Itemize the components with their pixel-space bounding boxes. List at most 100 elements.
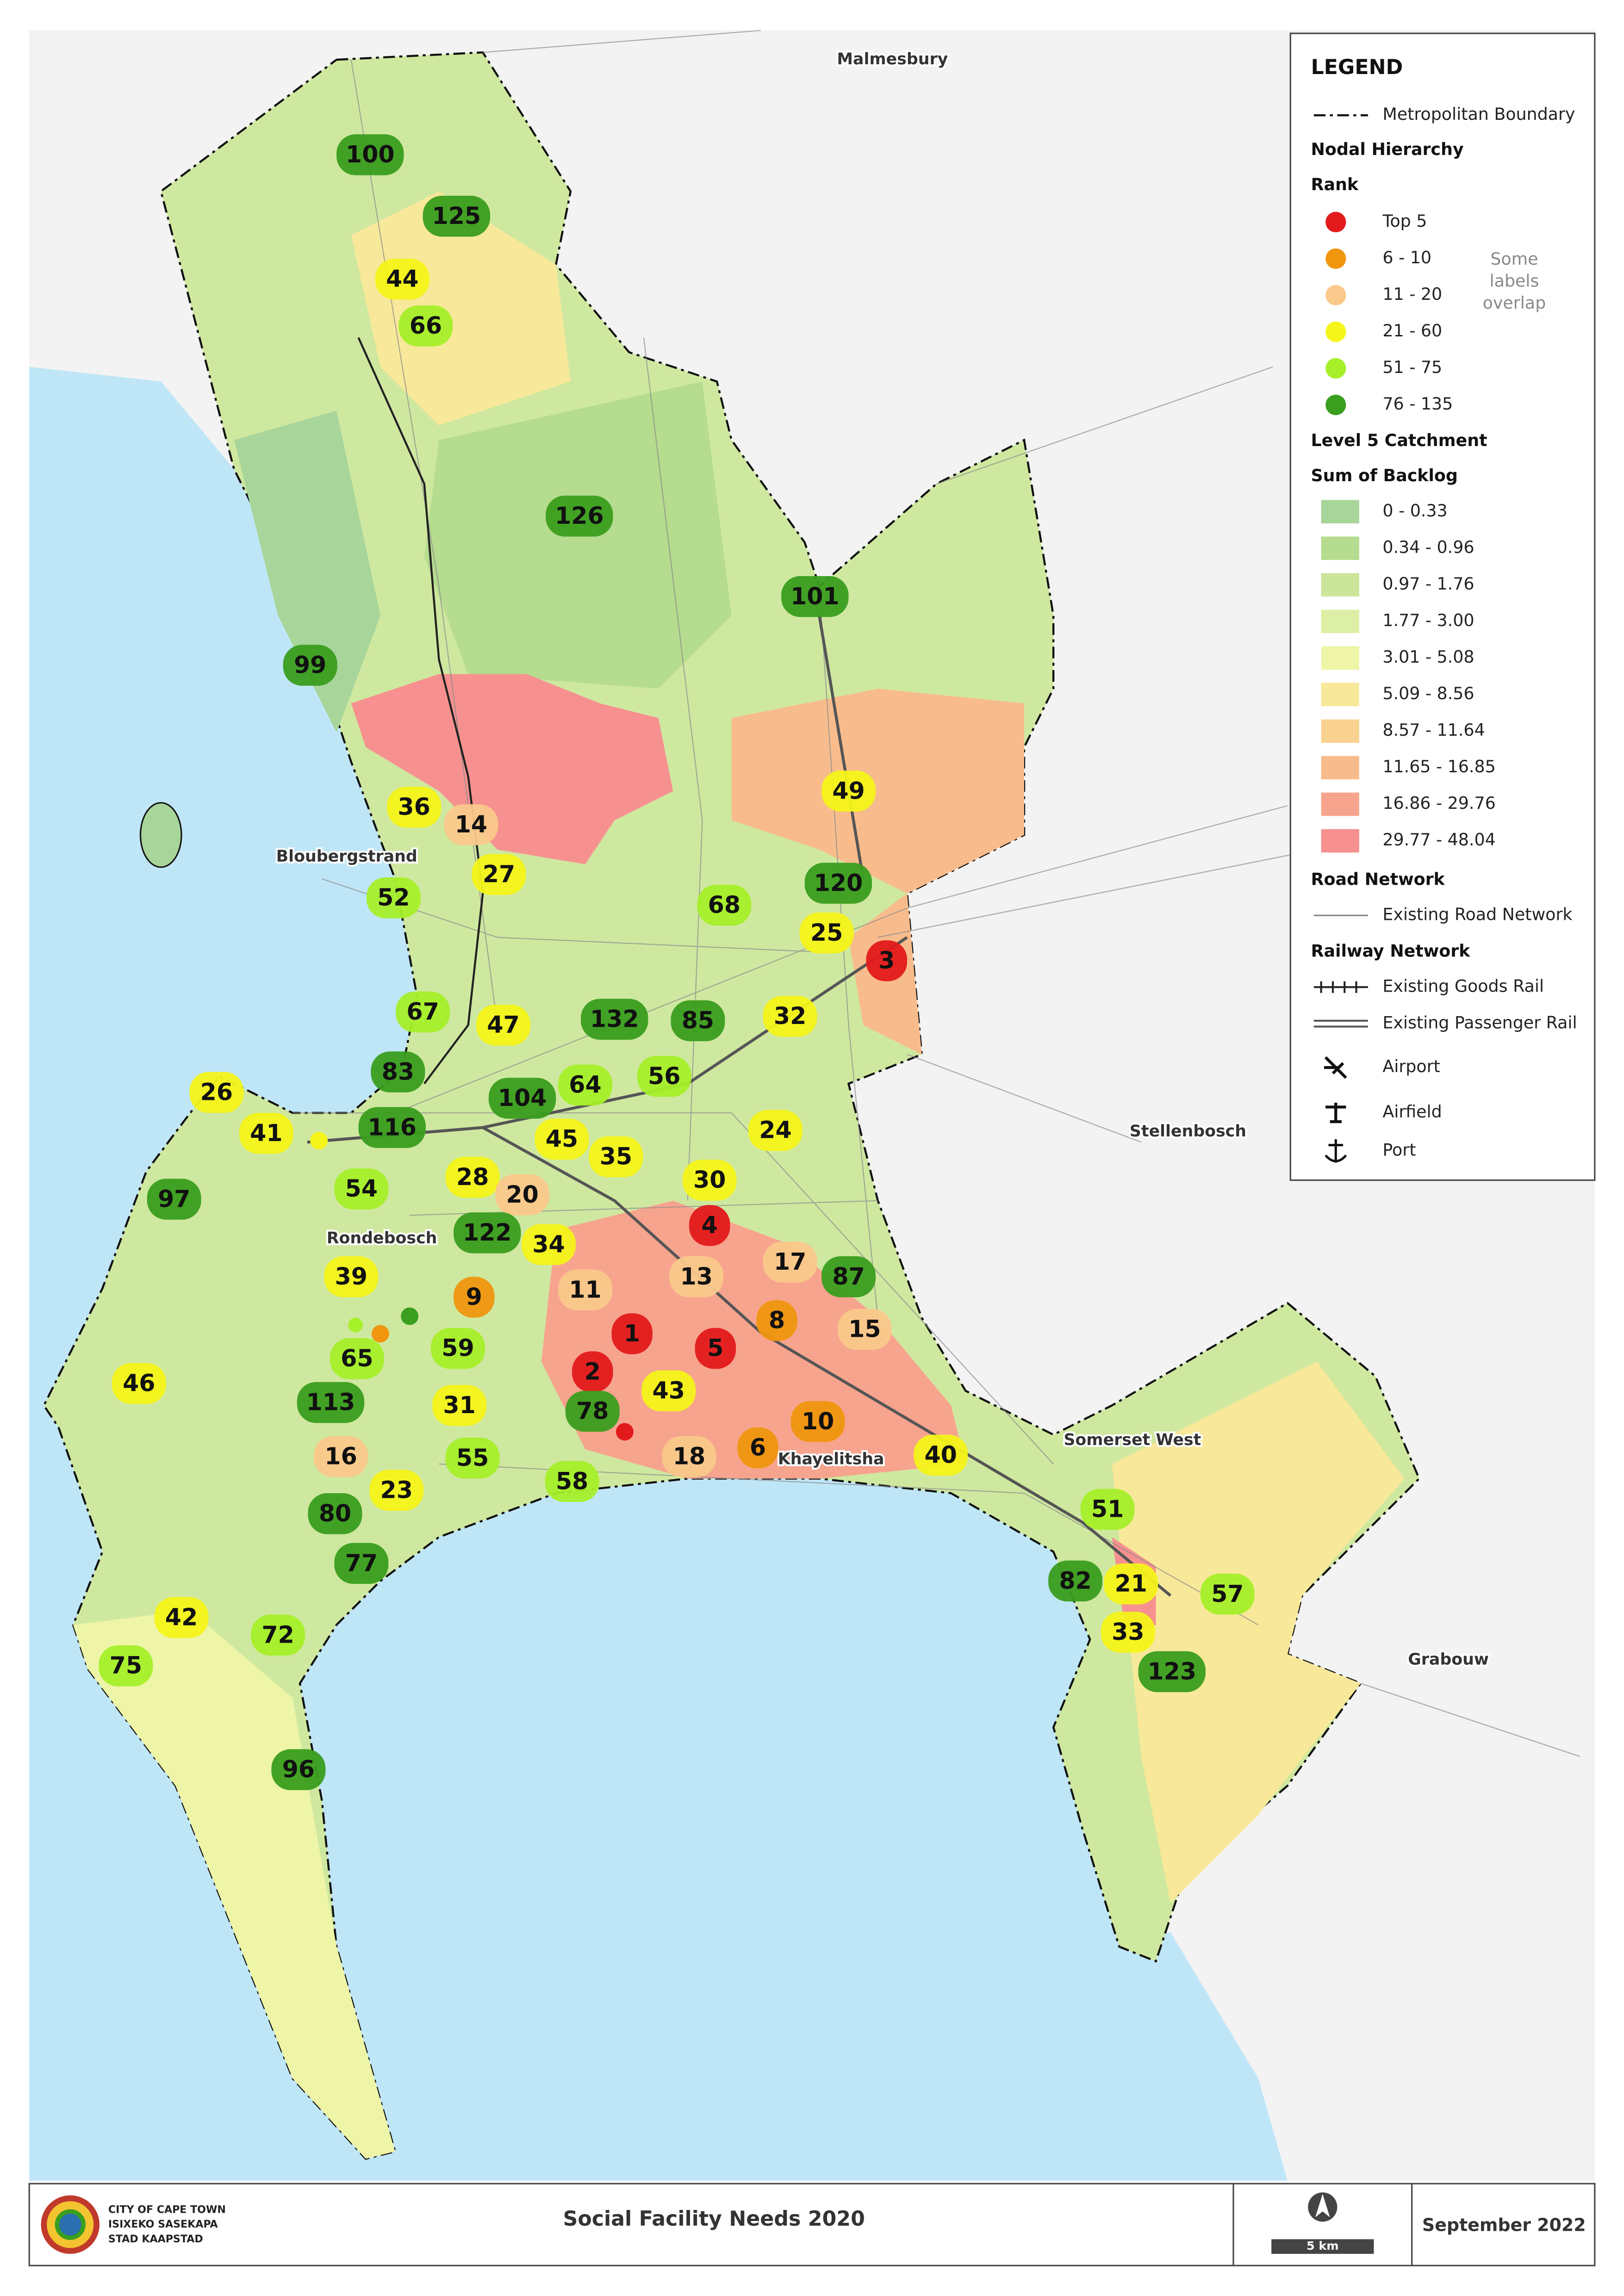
rank-node xyxy=(375,258,429,300)
map-title: Social Facility Needs 2020 xyxy=(563,2207,865,2231)
rank-node xyxy=(314,1436,368,1477)
rank-label: 55 xyxy=(456,1444,489,1471)
rank-node xyxy=(1200,1573,1255,1615)
legend-heading: Sum of Backlog xyxy=(1311,465,1457,485)
rank-node xyxy=(445,1156,500,1198)
rank-label: 78 xyxy=(576,1397,609,1425)
rank-node xyxy=(453,1212,521,1253)
rank-node xyxy=(521,1224,576,1265)
rank-node xyxy=(737,1427,778,1469)
rank-node xyxy=(283,645,337,686)
place-label: Somerset West xyxy=(1064,1431,1201,1449)
legend-backlog-swatch xyxy=(1321,829,1359,853)
rank-label: 30 xyxy=(693,1166,726,1193)
catchment-high xyxy=(541,1200,966,1479)
rank-node xyxy=(472,854,526,895)
rank-label: 23 xyxy=(380,1476,413,1503)
rank-node xyxy=(334,1543,389,1584)
rank-node xyxy=(324,1256,379,1297)
rank-node xyxy=(488,1078,556,1119)
place-label: Grabouw xyxy=(1408,1650,1489,1669)
rank-label: 24 xyxy=(759,1117,791,1144)
rank-node xyxy=(558,1269,612,1310)
legend-label: 11 - 20 xyxy=(1382,284,1442,304)
rank-label: 58 xyxy=(556,1467,588,1495)
rank-label: 65 xyxy=(341,1345,373,1372)
rank-label: 31 xyxy=(443,1391,475,1419)
legend-label: 3.01 - 5.08 xyxy=(1382,647,1474,667)
rank-node xyxy=(366,877,421,918)
rank-label: 6 xyxy=(750,1434,766,1461)
island xyxy=(139,802,182,868)
rank-label: 100 xyxy=(346,141,395,168)
legend-label: Existing Road Network xyxy=(1382,904,1572,924)
legend-note: Some xyxy=(1490,249,1538,269)
legend-backlog-swatch xyxy=(1321,646,1359,670)
rank-label: 52 xyxy=(377,884,410,911)
rank-node xyxy=(334,1168,389,1210)
rank-node xyxy=(99,1645,153,1687)
rank-node xyxy=(396,991,450,1033)
legend-heading: Level 5 Catchment xyxy=(1311,430,1487,450)
rank-node xyxy=(387,787,442,828)
rank-node xyxy=(558,1064,612,1106)
rank-label: 8 xyxy=(769,1307,785,1334)
rank-label: 4 xyxy=(702,1211,718,1239)
rank-label: 96 xyxy=(282,1756,315,1783)
catchment-mid xyxy=(1112,1361,1405,1903)
rank-node xyxy=(662,1436,716,1477)
rank-node xyxy=(112,1363,166,1404)
rank-node xyxy=(251,1614,305,1656)
node-dot xyxy=(348,1317,363,1333)
rank-label: 56 xyxy=(648,1062,680,1090)
rank-node xyxy=(689,1205,730,1246)
node-dot xyxy=(371,1325,389,1343)
rank-label: 82 xyxy=(1059,1567,1091,1594)
rank-label: 26 xyxy=(200,1079,233,1106)
rank-label: 33 xyxy=(1112,1618,1144,1645)
rank-node xyxy=(756,1300,797,1341)
rank-node xyxy=(308,1493,362,1534)
legend-label: Existing Passenger Rail xyxy=(1382,1012,1577,1032)
rank-node xyxy=(763,1241,817,1283)
rank-label: 40 xyxy=(924,1441,957,1469)
rank-node xyxy=(546,496,613,537)
rank-label: 75 xyxy=(110,1652,142,1679)
rank-label: 45 xyxy=(546,1125,578,1153)
north-arrow xyxy=(1315,2194,1330,2217)
org-name: STAD KAAPSTAD xyxy=(108,2233,203,2245)
rank-node xyxy=(369,1470,424,1511)
legend-label: 11.65 - 16.85 xyxy=(1382,757,1495,776)
rank-label: 83 xyxy=(382,1058,414,1085)
rank-node xyxy=(336,134,404,175)
rank-label: 35 xyxy=(600,1143,632,1170)
legend-backlog-swatch xyxy=(1321,573,1359,597)
legend-heading: Road Network xyxy=(1311,869,1445,889)
rank-node xyxy=(781,576,849,617)
legend-heading: Nodal Hierarchy xyxy=(1311,139,1463,159)
rank-node xyxy=(271,1749,326,1790)
legend-label: 0.34 - 0.96 xyxy=(1382,537,1474,557)
rank-label: 125 xyxy=(432,202,481,230)
rank-node xyxy=(611,1313,653,1354)
legend-rank-swatch xyxy=(1325,358,1346,379)
rank-node xyxy=(763,996,817,1037)
rank-node xyxy=(432,1385,487,1426)
rank-node xyxy=(445,1437,500,1479)
rank-node xyxy=(330,1338,384,1379)
rank-label: 15 xyxy=(848,1316,881,1343)
rank-label: 5 xyxy=(707,1334,723,1362)
rank-node xyxy=(154,1597,209,1638)
scale-bar xyxy=(1271,2239,1374,2254)
goods-rail xyxy=(357,337,484,1085)
rank-node xyxy=(239,1113,293,1154)
catchment-high xyxy=(731,689,1024,894)
legend-label: Airfield xyxy=(1382,1102,1442,1122)
legend-rank-swatch xyxy=(1325,321,1346,342)
rank-label: 44 xyxy=(386,265,418,292)
airfield-icon xyxy=(1325,1103,1346,1123)
rank-node xyxy=(1138,1651,1206,1692)
rank-label: 17 xyxy=(774,1248,806,1275)
legend-backlog-swatch xyxy=(1321,683,1359,707)
